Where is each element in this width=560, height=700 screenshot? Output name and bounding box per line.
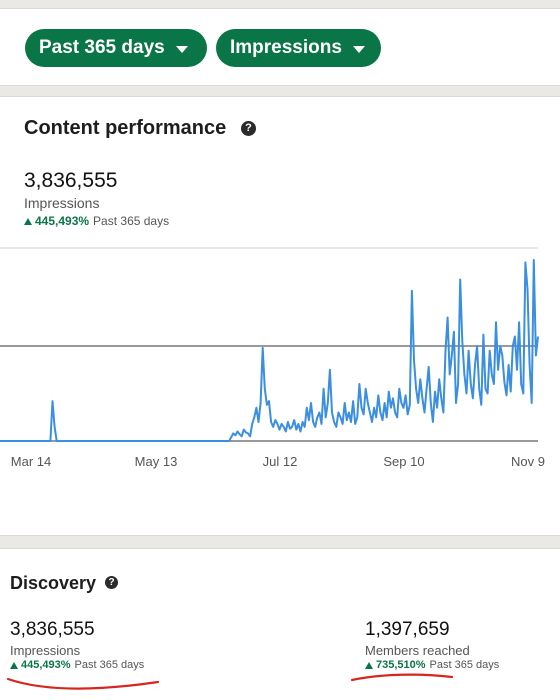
- chart-x-axis: Mar 14 May 13 Jul 12 Sep 10 Nov 9: [11, 454, 545, 469]
- help-icon[interactable]: ?: [105, 576, 118, 589]
- red-underline-members: [350, 673, 454, 682]
- annotation-underlines: [6, 673, 454, 690]
- discovery-impressions-change: 445,493% Past 365 days: [10, 659, 144, 671]
- chart-series-layer: [0, 259, 539, 442]
- red-underline-impressions: [6, 677, 160, 690]
- metric-dropdown[interactable]: Impressions: [216, 29, 381, 67]
- discovery-impressions-label: Impressions: [10, 643, 81, 658]
- discovery-title: Discovery: [10, 573, 97, 593]
- members-reached-change: 735,510% Past 365 days: [365, 659, 499, 671]
- members-reached-label: Members reached: [365, 643, 470, 658]
- x-tick-label: Nov 9: [511, 454, 545, 469]
- impressions-label: Impressions: [24, 195, 100, 211]
- discovery-card: Discovery ? 3,836,555 Impressions 445,49…: [0, 548, 560, 700]
- impressions-series-line: [0, 259, 539, 442]
- x-tick-label: Jul 12: [263, 454, 298, 469]
- change-percent: 735,510%: [376, 659, 426, 671]
- help-icon[interactable]: ?: [241, 121, 256, 136]
- x-tick-label: Mar 14: [11, 454, 51, 469]
- filter-bar: Past 365 days Impressions: [0, 8, 560, 86]
- date-range-dropdown[interactable]: Past 365 days: [25, 29, 207, 67]
- impressions-total: 3,836,555: [24, 169, 118, 192]
- change-percent: 445,493%: [21, 659, 71, 671]
- trend-up-icon: [10, 661, 18, 669]
- impressions-change: 445,493% Past 365 days: [24, 214, 169, 228]
- trend-up-icon: [24, 217, 32, 225]
- change-period: Past 365 days: [74, 659, 145, 671]
- trend-up-icon: [365, 661, 373, 669]
- chart-gridlines: [0, 247, 538, 442]
- x-tick-label: May 13: [135, 454, 178, 469]
- date-range-label: Past 365 days: [39, 37, 165, 58]
- change-percent: 445,493%: [35, 214, 90, 228]
- metric-label: Impressions: [230, 37, 342, 58]
- change-period: Past 365 days: [93, 214, 170, 228]
- discovery-impressions-value: 3,836,555: [10, 619, 95, 640]
- content-performance-card: Content performance ? 3,836,555 Impressi…: [0, 96, 560, 536]
- x-tick-label: Sep 10: [383, 454, 424, 469]
- members-reached-value: 1,397,659: [365, 619, 450, 640]
- content-performance-title: Content performance: [24, 117, 227, 139]
- caret-down-icon: [352, 45, 365, 53]
- change-period: Past 365 days: [429, 659, 500, 671]
- impressions-line-chart: Mar 14 May 13 Jul 12 Sep 10 Nov 9: [0, 247, 545, 469]
- caret-down-icon: [175, 45, 188, 53]
